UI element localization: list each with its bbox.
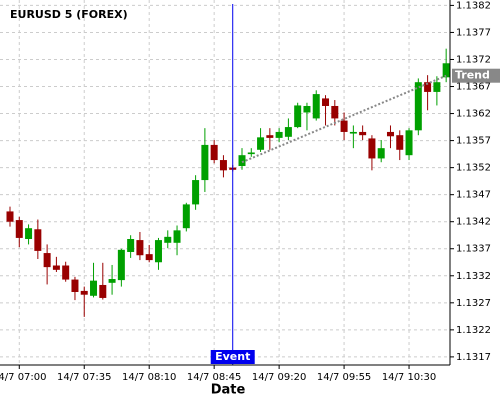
candle-body: [108, 279, 116, 283]
candle-body: [433, 82, 441, 92]
candle-body: [386, 131, 394, 137]
candle-body: [164, 236, 172, 243]
candle-body: [396, 135, 404, 150]
y-tick-label: 1.1337: [456, 244, 491, 255]
candle-body: [275, 131, 283, 138]
candle-body: [266, 135, 274, 138]
x-axis-title: Date: [211, 383, 246, 398]
y-tick-label: 1.1362: [456, 109, 491, 120]
candle-body: [312, 94, 320, 119]
candle-body: [43, 253, 51, 268]
candle-body: [340, 120, 348, 132]
candle-body: [257, 137, 265, 150]
candle-body: [284, 127, 292, 137]
candle-body: [303, 105, 311, 113]
candle-body: [90, 280, 98, 296]
x-tick-label: 14/7 09:20: [252, 372, 306, 383]
candle-body: [192, 180, 200, 205]
candle-body: [145, 254, 153, 261]
y-tick-label: 1.1342: [456, 217, 491, 228]
trend-label: Trend: [455, 69, 490, 82]
y-tick-label: 1.1352: [456, 163, 491, 174]
candle-body: [442, 63, 450, 78]
candle-body: [15, 220, 23, 238]
candle-body: [34, 229, 42, 251]
candle-body: [25, 228, 33, 240]
candle-body: [368, 138, 376, 159]
y-tick-label: 1.1382: [456, 0, 491, 11]
candle-body: [219, 160, 227, 171]
labels: 1.1317 1.1322 1.1327 1.1332 1.1337 1.1342 1.13…: [0, 0, 500, 383]
trend-line: [241, 74, 447, 164]
candle-body: [238, 155, 246, 167]
y-tick-label: 1.1367: [456, 82, 491, 93]
candle-body: [331, 105, 339, 119]
candle-body: [127, 239, 135, 252]
candle-body: [294, 105, 302, 128]
candle-body: [247, 152, 255, 155]
candle-body: [210, 144, 218, 161]
candle-body: [377, 148, 385, 159]
candle-body: [117, 249, 125, 281]
y-tick-label: 1.1317: [456, 352, 491, 363]
candle-body: [405, 130, 413, 156]
candle-body: [154, 240, 162, 263]
y-tick-label: 1.1332: [456, 271, 491, 282]
x-tick-label: 14/7 07:00: [0, 372, 47, 383]
candle-body: [414, 82, 422, 131]
x-tick-label: 14/7 09:55: [317, 372, 371, 383]
candle-body: [71, 279, 79, 292]
candle-body: [322, 98, 330, 106]
y-tick-label: 1.1377: [456, 27, 491, 38]
y-tick-label: 1.1357: [456, 136, 491, 147]
candle-body: [182, 204, 190, 229]
candle-body: [62, 265, 70, 280]
trend-label-box: [452, 68, 500, 83]
x-tick-label: 14/7 07:35: [57, 372, 111, 383]
chart-title: EURUSD 5 (FOREX): [10, 8, 128, 21]
candle-body: [359, 131, 367, 136]
candle-body: [99, 284, 107, 298]
candle-body: [80, 290, 88, 295]
candle-body: [52, 265, 60, 270]
candle-body: [6, 211, 14, 222]
candle-body: [349, 131, 357, 134]
x-tick-label: 14/7 08:10: [122, 372, 176, 383]
y-tick-label: 1.1347: [456, 190, 491, 201]
event-label: Event: [215, 350, 250, 363]
grid: [0, 0, 450, 365]
marks: [6, 4, 450, 365]
event-label-box: [210, 350, 255, 364]
x-tick-label: 14/7 10:30: [382, 372, 436, 383]
y-tick-label: 1.1322: [456, 325, 491, 336]
y-tick-label: 1.1327: [456, 298, 491, 309]
candle-body: [201, 144, 209, 181]
candle-body: [136, 240, 144, 256]
y-tick-label: 1.1372: [456, 54, 491, 65]
candle-body: [173, 230, 181, 243]
x-tick-label: 14/7 08:45: [187, 372, 241, 383]
candle-body: [424, 82, 432, 92]
